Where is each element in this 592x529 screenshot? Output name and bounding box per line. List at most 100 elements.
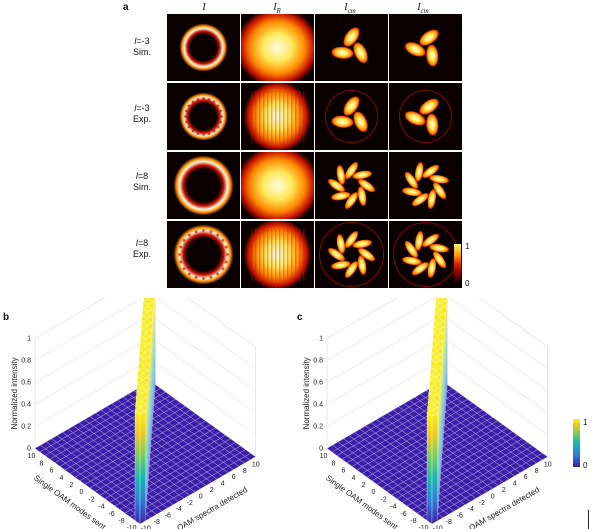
chart-c-y-tick: 0.4	[313, 401, 323, 408]
chart-c-z-tick: -2	[380, 496, 386, 503]
chart-c-z-tick: 0	[372, 489, 376, 496]
chart-c-z-tick: -6	[400, 511, 406, 518]
intensity-image-r4-c4	[389, 221, 462, 288]
chart-c-x-tick: -8	[446, 519, 452, 526]
intensity-image-r2-c3	[315, 83, 388, 150]
panel-a-letter: a	[123, 2, 129, 13]
intensity-image-r3-c4	[389, 152, 462, 219]
row-label-4: l=8 Exp.	[132, 238, 151, 259]
intensity-image-r1-c4	[389, 14, 462, 81]
chart-c-z-tick: 2	[362, 482, 366, 489]
chart-b-z-tick: 4	[60, 475, 64, 482]
chart-b-x-tick: -6	[165, 513, 171, 520]
colorbar-a	[454, 244, 461, 284]
intensity-image-r2-c1	[167, 83, 240, 150]
intensity-image-r3-c3	[315, 152, 388, 219]
row-label-3: l=8 Sim.	[133, 171, 151, 192]
col-head-cm-1: Icm	[344, 2, 356, 15]
chart-c-gridline	[326, 298, 548, 348]
chart-b-z-tick: 8	[40, 460, 44, 467]
chart-b-x-tick: 8	[243, 468, 247, 475]
chart-b-floor-grid	[34, 380, 256, 525]
chart-b-y-tick: 1	[27, 335, 31, 342]
chart-c-x-tick: 0	[491, 493, 495, 500]
colorbar-bc	[573, 419, 580, 467]
row-label-2: l=-3 Exp.	[132, 103, 151, 124]
chart-c-y-tick: 0.8	[313, 357, 323, 364]
chart-b-z-tick: 6	[50, 468, 54, 475]
col-head-reference: IR	[273, 2, 281, 15]
panel-b-letter: b	[3, 312, 10, 323]
chart-c-y-tick: 0.2	[313, 423, 323, 430]
chart-b-z-tick: -8	[118, 518, 124, 525]
chart-c-z-tick: 8	[332, 460, 336, 467]
intensity-image-r1-c3	[315, 14, 388, 81]
intensity-image-r2-c2	[241, 83, 314, 150]
chart-b-y-tick: 0.8	[21, 357, 31, 364]
intensity-image-r3-c1	[167, 152, 240, 219]
chart-c-y-tick: 0.6	[313, 379, 323, 386]
chart-b-x-tick: -8	[154, 519, 160, 526]
chart-c-x-tick: -2	[479, 500, 485, 507]
chart-c-z-tick: -8	[410, 518, 416, 525]
chart-b-bar-mode--10	[134, 407, 146, 525]
chart-c-bar-mode--10	[426, 409, 438, 525]
chart-c-gridline	[326, 298, 548, 370]
chart-b-y-tick: 0.4	[21, 401, 31, 408]
chart-c-x-tick: -6	[457, 513, 463, 520]
chart-c-x-tick: -10	[433, 525, 443, 529]
colorbar-a-max: 1	[465, 242, 470, 251]
intensity-image-r3-c2	[241, 152, 314, 219]
chart-b: -10-8-6-4-20246810-10-8-6-4-2024681000.2…	[10, 298, 260, 529]
chart-c-z-tick: 6	[342, 468, 346, 475]
chart-b-z-tick: -2	[88, 496, 94, 503]
col-head-intensity: I	[202, 2, 206, 13]
chart-c-x-tick: 8	[535, 468, 539, 475]
chart-b-z-tick: -10	[126, 525, 136, 529]
colorbar-bc-max: 1	[583, 418, 588, 427]
intensity-image-r1-c1	[167, 14, 240, 81]
intensity-image-r4-c2	[241, 221, 314, 288]
chart-b-z-tick: 0	[80, 489, 84, 496]
chart-b-x-tick: 10	[252, 461, 260, 468]
chart-c-x-tick: 4	[513, 481, 517, 488]
chart-c-y-tick: 1	[319, 335, 323, 342]
chart-b-x-tick: 6	[232, 474, 236, 481]
intensity-image-r4-c1	[167, 221, 240, 288]
colorbar-bc-min: 0	[583, 461, 588, 470]
intensity-image-r4-c3	[315, 221, 388, 288]
chart-c-x-tick: 6	[524, 474, 528, 481]
edge-mark	[588, 510, 589, 529]
chart-b-gridline	[34, 298, 256, 370]
chart-c-x-tick: 2	[502, 487, 506, 494]
intensity-image-grid	[167, 14, 462, 290]
panel-c-letter: c	[297, 312, 303, 323]
chart-b-y-tick: 0	[27, 445, 31, 452]
chart-b-z-tick: -4	[98, 504, 104, 511]
row-label-1: l=-3 Sim.	[133, 36, 151, 57]
intensity-image-r2-c4	[389, 83, 462, 150]
chart-c-y-tick: 0	[319, 445, 323, 452]
chart-c: -10-8-6-4-20246810-10-8-6-4-2024681000.2…	[302, 298, 552, 529]
chart-c-z-tick: -10	[418, 525, 428, 529]
chart-b-x-tick: -2	[187, 500, 193, 507]
chart-c-x-tick: 10	[544, 461, 552, 468]
chart-b-ylabel: Normalized intensity	[10, 357, 19, 429]
chart-b-x-tick: 2	[210, 487, 214, 494]
chart-c-z-tick: 10	[320, 453, 328, 460]
chart-c-x-tick: -4	[468, 506, 474, 513]
chart-c-ylabel: Normalized intensity	[302, 357, 311, 429]
chart-b-x-tick: 4	[221, 481, 225, 488]
chart-b-z-tick: 10	[28, 453, 36, 460]
chart-b-gridline	[34, 298, 256, 348]
chart-b-x-tick: 0	[199, 493, 203, 500]
chart-b-x-tick: -4	[176, 506, 182, 513]
chart-b-y-tick: 0.2	[21, 423, 31, 430]
chart-c-floor-grid	[326, 380, 548, 525]
chart-b-z-tick: -6	[108, 511, 114, 518]
chart-b-x-tick: -10	[141, 525, 151, 529]
chart-b-z-tick: 2	[70, 482, 74, 489]
chart-c-z-tick: 4	[352, 475, 356, 482]
intensity-image-r1-c2	[241, 14, 314, 81]
chart-c-z-tick: -4	[390, 504, 396, 511]
